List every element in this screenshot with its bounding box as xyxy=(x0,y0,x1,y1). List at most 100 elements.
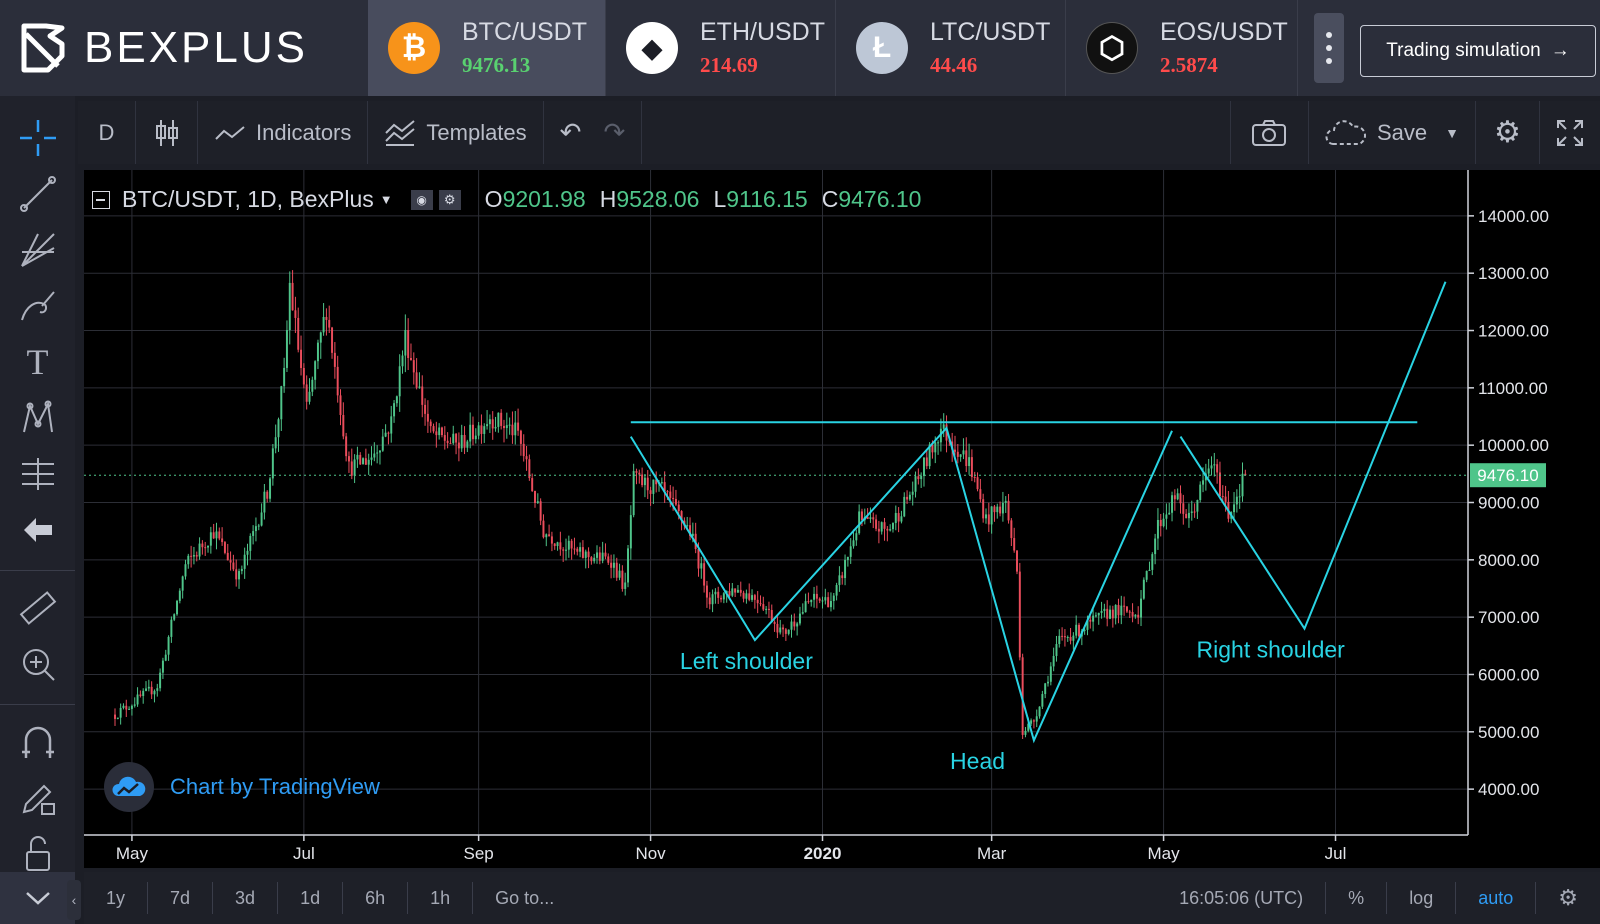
pattern-label[interactable]: Left shoulder xyxy=(680,648,813,674)
range-1d[interactable]: 1d xyxy=(278,882,344,914)
low-value: 9116.15 xyxy=(726,186,808,212)
candle-body xyxy=(827,597,830,608)
candle-body xyxy=(917,476,920,480)
candle-body xyxy=(813,593,816,600)
pattern-label[interactable]: Head xyxy=(950,748,1005,774)
lock-tool[interactable] xyxy=(0,828,75,880)
settings-button[interactable]: ⚙ xyxy=(1476,101,1540,164)
chart-canvas[interactable]: Left shoulder Head Right shoulder 14000.00… xyxy=(84,170,1600,868)
settings-small-icon[interactable]: ⚙ xyxy=(438,189,461,210)
ticker-eth[interactable]: ◆ ETH/USDT 214.69 xyxy=(606,0,836,96)
range-7d[interactable]: 7d xyxy=(148,882,214,914)
toolbar-handle[interactable]: ‹ xyxy=(67,880,81,920)
candle-body xyxy=(1159,519,1162,527)
candle-body xyxy=(751,595,754,600)
candle-body xyxy=(1117,604,1120,616)
ticker-ltc[interactable]: Ł LTC/USDT 44.46 xyxy=(836,0,1066,96)
brand-name: BEXPLUS xyxy=(84,23,308,72)
bottom-settings-button[interactable]: ⚙ xyxy=(1536,882,1600,914)
stay-in-drawing-tool[interactable] xyxy=(0,772,75,824)
candle-body xyxy=(567,540,570,550)
candle-body xyxy=(1016,550,1018,572)
candle-body xyxy=(976,477,979,490)
ticker-btc[interactable]: ₿ BTC/USDT 9476.13 xyxy=(368,0,606,96)
candle-body xyxy=(480,425,483,434)
trading-simulation-button[interactable]: Trading simulation → xyxy=(1360,25,1596,77)
eye-icon[interactable]: ◉ xyxy=(410,189,433,210)
more-menu-button[interactable] xyxy=(1314,13,1344,83)
candle-body xyxy=(649,490,652,494)
candle-body xyxy=(1185,513,1188,519)
gann-fan-tool[interactable] xyxy=(0,224,75,276)
eth-icon: ◆ xyxy=(626,22,678,74)
candle-body xyxy=(1063,636,1066,638)
save-button[interactable]: Save ▼ xyxy=(1309,101,1476,164)
candle-body xyxy=(697,549,700,569)
brush-tool[interactable] xyxy=(0,280,75,332)
candle-body xyxy=(271,448,274,479)
redo-icon[interactable]: ↷ xyxy=(603,117,626,147)
candle-body xyxy=(1041,694,1044,707)
candle-body xyxy=(486,424,489,427)
candle-body xyxy=(159,672,162,689)
range-3d[interactable]: 3d xyxy=(213,882,279,914)
range-1h[interactable]: 1h xyxy=(408,882,474,914)
candle-body xyxy=(328,319,331,328)
candle-body xyxy=(779,627,782,633)
tradingview-badge[interactable]: Chart by TradingView xyxy=(104,762,380,812)
candle-body xyxy=(266,491,269,499)
crosshair-tool[interactable] xyxy=(0,112,75,164)
magnet-tool[interactable] xyxy=(0,716,75,768)
candle-body xyxy=(1061,635,1064,637)
text-tool[interactable]: T xyxy=(0,336,75,388)
undo-icon[interactable]: ↶ xyxy=(559,117,582,147)
goto-button[interactable]: Go to... xyxy=(473,882,576,914)
indicators-button[interactable]: Indicators xyxy=(198,101,369,164)
templates-icon xyxy=(385,119,416,146)
interval-button[interactable]: D xyxy=(78,101,136,164)
zoom-tool[interactable] xyxy=(0,638,75,690)
candle-body xyxy=(1083,629,1086,631)
candle-body xyxy=(1134,614,1137,617)
candle-body xyxy=(1092,615,1095,622)
ruler-tool[interactable] xyxy=(0,582,75,634)
percent-toggle[interactable]: % xyxy=(1326,882,1388,914)
range-1y[interactable]: 1y xyxy=(84,882,149,914)
candle-body xyxy=(500,412,503,426)
pattern-label[interactable]: Right shoulder xyxy=(1197,636,1346,662)
pattern-tool[interactable] xyxy=(0,392,75,444)
ticker-eos[interactable]: ⬡ EOS/USDT 2.5874 xyxy=(1066,0,1298,96)
candle-body xyxy=(643,477,646,486)
collapse-tools-button[interactable] xyxy=(0,872,75,924)
templates-button[interactable]: Templates xyxy=(368,101,544,164)
back-tool[interactable] xyxy=(0,504,75,556)
chevron-down-icon: ▼ xyxy=(1445,124,1459,141)
candle-body xyxy=(519,430,522,444)
candle-body xyxy=(1120,605,1123,616)
candle-body xyxy=(875,519,878,529)
candle-body xyxy=(1097,612,1100,616)
chart-type-button[interactable] xyxy=(136,101,198,164)
candle-body xyxy=(970,457,973,478)
close-value: 9476.10 xyxy=(838,186,922,212)
auto-toggle[interactable]: auto xyxy=(1456,882,1537,914)
gear-icon: ⚙ xyxy=(1494,116,1521,149)
caret-down-icon[interactable]: ▼ xyxy=(379,192,393,207)
projection-drawing[interactable] xyxy=(1179,281,1447,631)
range-6h[interactable]: 6h xyxy=(343,882,409,914)
candle-body xyxy=(849,546,852,557)
brand[interactable]: BEXPLUS xyxy=(0,0,368,96)
trendline-tool[interactable] xyxy=(0,168,75,220)
fullscreen-button[interactable] xyxy=(1540,101,1600,164)
collapse-legend-icon[interactable] xyxy=(92,190,110,209)
prediction-tool[interactable] xyxy=(0,448,75,500)
log-toggle[interactable]: log xyxy=(1387,882,1457,914)
timezone-clock[interactable]: 16:05:06 (UTC) xyxy=(1157,882,1327,914)
head-shoulders-drawing[interactable] xyxy=(629,425,1173,744)
candle-body xyxy=(776,623,779,633)
symbol-title[interactable]: BTC/USDT, 1D, BexPlus xyxy=(122,186,374,212)
candle-body xyxy=(364,458,367,465)
candle-body xyxy=(655,479,658,485)
screenshot-button[interactable] xyxy=(1231,101,1309,164)
price-chart[interactable]: Left shoulder Head Right shoulder 14000.00… xyxy=(84,170,1600,868)
